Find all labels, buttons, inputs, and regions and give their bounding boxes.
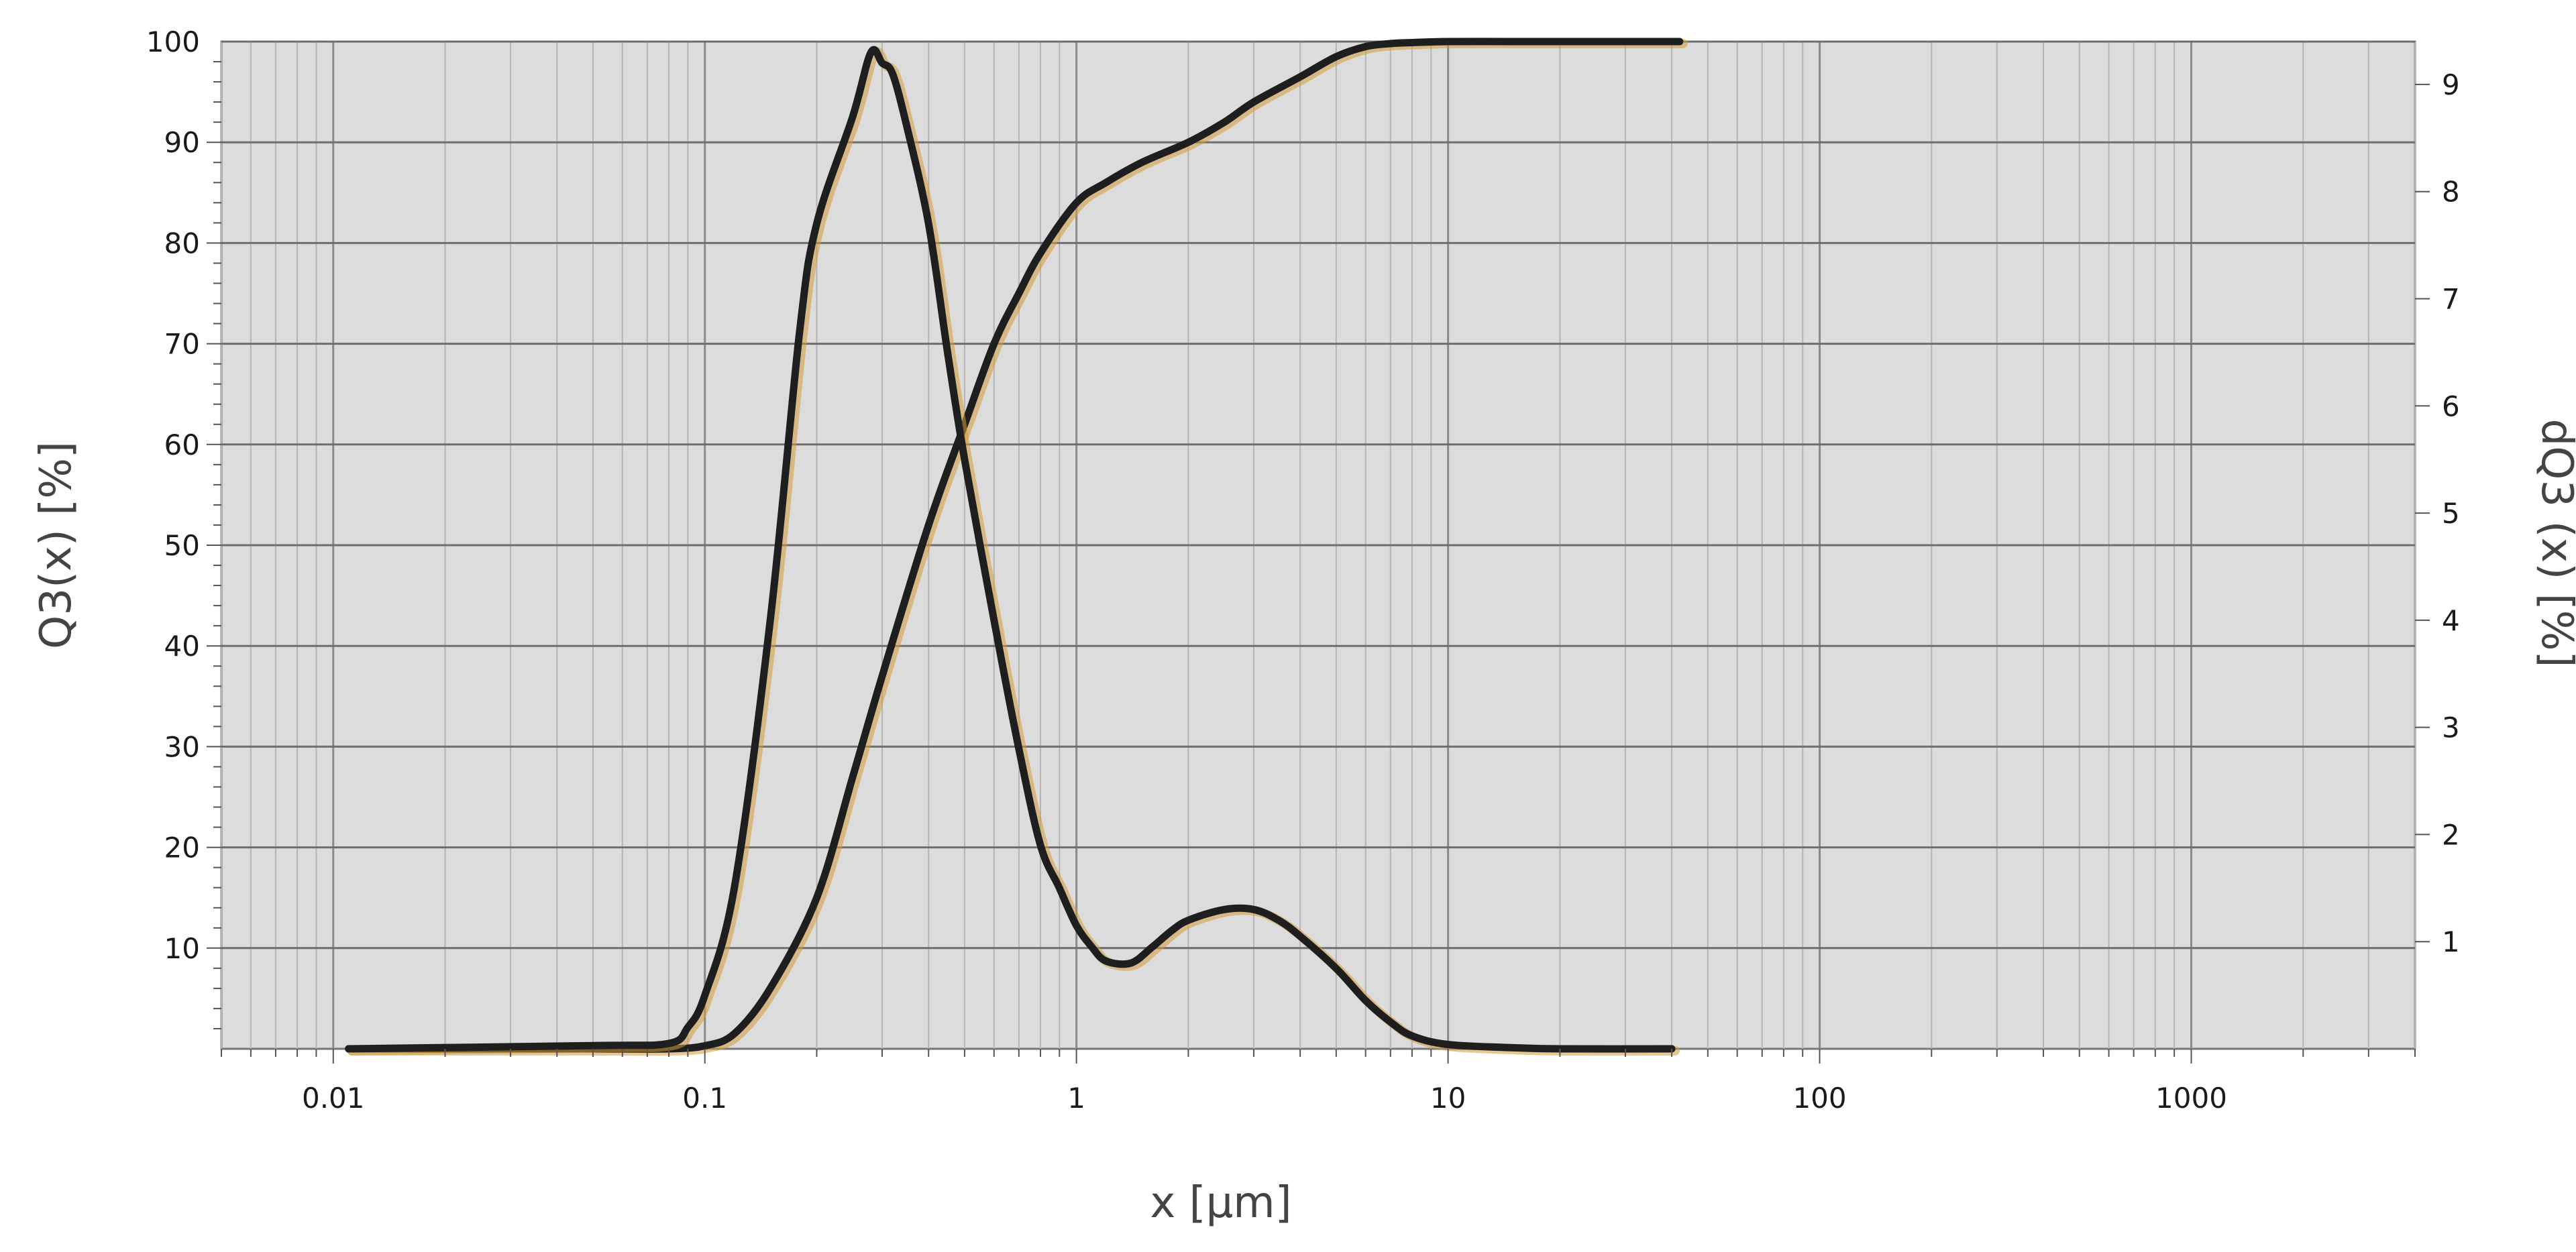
y-tick-label: 60 [164, 429, 200, 461]
y2-tick-label: 4 [2442, 604, 2460, 637]
density-curve [345, 46, 1676, 1053]
y-tick-label: 90 [164, 126, 200, 159]
series-layer [345, 38, 1688, 1056]
y2-tick-label: 7 [2442, 282, 2460, 315]
x-axis-title: x [µm] [1150, 1178, 1291, 1228]
y-tick-label: 80 [164, 227, 200, 260]
x-tick-label: 1 [1067, 1082, 1085, 1115]
y2-tick-label: 9 [2442, 68, 2460, 101]
y2-axis-title: dQ3 (x) [%] [2532, 419, 2576, 668]
grid-layer [221, 40, 2416, 1049]
cumulative-curve [345, 38, 1684, 1053]
y-tick-label: 50 [164, 529, 200, 562]
x-tick-label: 1000 [2155, 1082, 2227, 1115]
y-tick-label: 100 [146, 25, 200, 58]
y2-tick-label: 1 [2442, 925, 2460, 958]
x-tick-label: 10 [1430, 1082, 1466, 1115]
y2-tick-label: 2 [2442, 818, 2460, 851]
y2-tick-label: 5 [2442, 497, 2460, 530]
x-tick-label: 0.01 [302, 1082, 365, 1115]
y-tick-label: 40 [164, 630, 200, 663]
y2-tick-label: 6 [2442, 390, 2460, 422]
y-tick-label: 10 [164, 932, 200, 965]
x-tick-label: 100 [1792, 1082, 1846, 1115]
y-tick-label: 30 [164, 730, 200, 763]
y-tick-label: 20 [164, 832, 200, 864]
tick-layer: 0.01 0.1 1 10 100 1000 10 20 30 40 50 60 70 80 90 100 1 2… [146, 25, 2460, 1115]
y-axis-title: Q3(x) [%] [32, 441, 81, 649]
y2-tick-label: 8 [2442, 176, 2460, 209]
x-tick-label: 0.1 [682, 1082, 727, 1115]
y-tick-label: 70 [164, 328, 200, 361]
y2-tick-label: 3 [2442, 712, 2460, 744]
